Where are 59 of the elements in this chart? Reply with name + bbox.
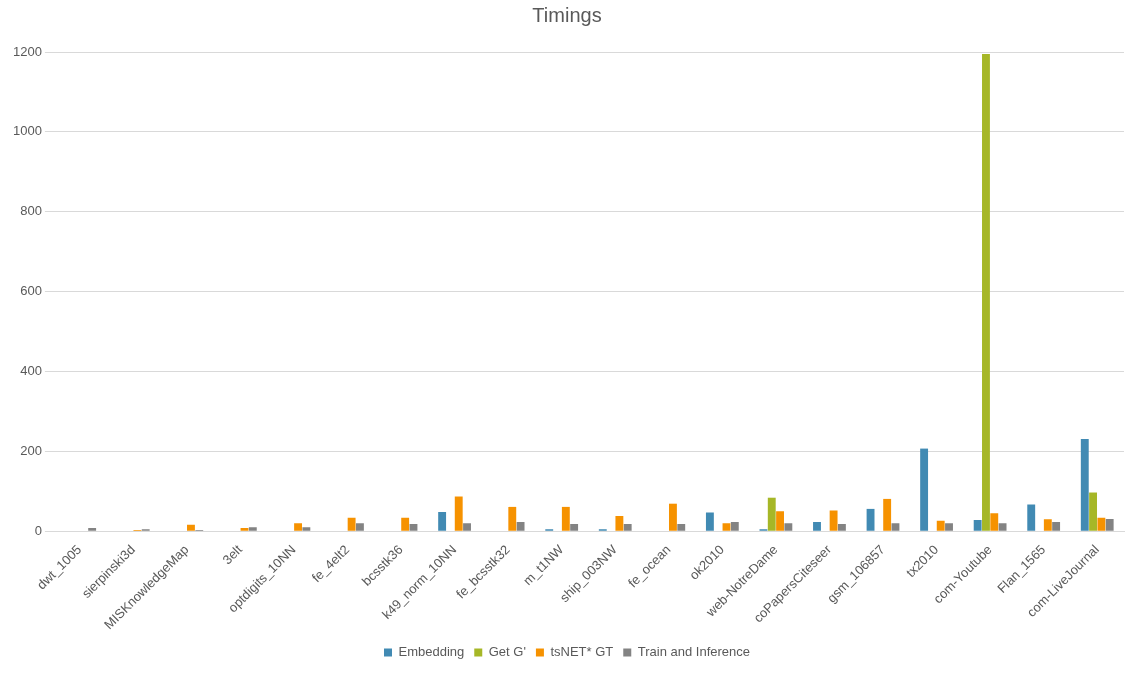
bar xyxy=(669,503,677,531)
bar xyxy=(463,523,471,531)
bar xyxy=(767,497,776,531)
bar xyxy=(1105,518,1114,531)
bar xyxy=(920,448,929,531)
bar xyxy=(615,516,624,531)
y-tick-label: 600 xyxy=(20,283,42,299)
bar xyxy=(936,520,945,531)
legend-label: Train and Inference xyxy=(637,644,751,660)
bar xyxy=(1027,504,1036,531)
bar xyxy=(1080,439,1089,531)
bar xyxy=(829,510,838,531)
bar xyxy=(722,523,731,531)
bar xyxy=(784,523,793,531)
legend-label: tsNET* GT xyxy=(550,644,614,660)
y-tick-label: 1000 xyxy=(13,123,42,139)
bar xyxy=(347,517,356,531)
bar xyxy=(240,528,249,531)
y-tick-label: 400 xyxy=(20,363,42,379)
bar xyxy=(1089,492,1098,531)
bar xyxy=(866,508,875,531)
chart-title: Timings xyxy=(532,3,602,26)
y-tick-label: 800 xyxy=(20,203,42,219)
y-tick-label: 1200 xyxy=(13,43,42,59)
bar xyxy=(187,524,195,531)
bar xyxy=(730,522,739,531)
bar xyxy=(508,506,517,531)
bar xyxy=(1043,519,1052,531)
bar xyxy=(401,517,410,531)
bar xyxy=(705,512,714,531)
bar xyxy=(945,523,953,531)
bar xyxy=(302,527,311,531)
bar xyxy=(88,528,97,531)
bar xyxy=(1052,522,1061,531)
bar xyxy=(294,523,303,531)
bar xyxy=(891,523,900,531)
bar xyxy=(813,522,821,531)
bar xyxy=(837,524,846,531)
bar xyxy=(982,54,990,531)
bar xyxy=(355,523,364,531)
bar xyxy=(973,520,982,531)
legend-label: Embedding xyxy=(398,644,465,660)
bar xyxy=(438,512,447,531)
bar xyxy=(990,513,999,531)
bar xyxy=(516,522,525,531)
bar xyxy=(1097,517,1106,531)
bar xyxy=(454,496,463,531)
y-tick-label: 0 xyxy=(34,522,42,538)
y-tick-label: 200 xyxy=(20,442,42,458)
bar xyxy=(561,506,570,531)
bar xyxy=(883,498,892,531)
bar xyxy=(776,511,784,531)
bar xyxy=(409,524,418,531)
bar xyxy=(998,523,1007,531)
legend-label: Get G' xyxy=(488,644,526,660)
bar xyxy=(677,524,686,531)
bar xyxy=(623,524,632,531)
bar xyxy=(570,524,579,531)
bar xyxy=(248,527,257,531)
